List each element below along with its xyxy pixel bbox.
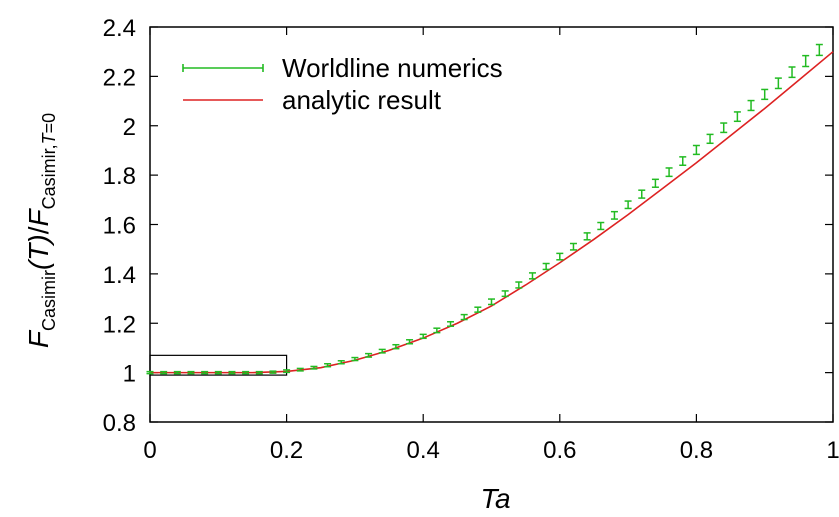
data-point: [679, 156, 687, 166]
data-point: [447, 321, 455, 327]
zoom-inset-box: [149, 354, 288, 376]
data-point: [583, 232, 591, 241]
data-point: [242, 370, 250, 375]
data-point: [692, 144, 700, 156]
data-point: [556, 252, 564, 261]
data-point: [160, 370, 168, 375]
plot-frame: [149, 26, 834, 423]
data-point: [378, 348, 386, 354]
data-point: [488, 298, 495, 306]
y-tick-label: 2: [123, 114, 136, 141]
data-point: [351, 356, 359, 362]
x-tick-label: 0.4: [407, 437, 440, 464]
data-point: [569, 242, 577, 251]
data-point: [774, 77, 782, 90]
y-tick-label: 1.2: [103, 311, 136, 338]
data-point: [419, 333, 427, 340]
data-point: [706, 133, 714, 145]
y-tick-label: 1: [123, 361, 136, 388]
data-point: [296, 367, 304, 372]
analytic-result-line: [150, 51, 834, 374]
data-point: [720, 122, 728, 134]
legend-entry-worldline: Worldline numerics: [182, 53, 503, 83]
y-label-sub2-t: T: [39, 131, 59, 144]
data-point: [815, 43, 823, 57]
data-point: [324, 362, 332, 368]
data-point: [597, 221, 605, 231]
data-point: [761, 88, 769, 101]
data-point: [474, 306, 482, 313]
data-point: [228, 370, 236, 375]
y-label-sub1: Casimir: [39, 270, 59, 331]
x-tick-label: 1: [826, 437, 839, 464]
data-point: [638, 189, 646, 199]
data-point: [501, 290, 509, 298]
x-tick-label: 0.8: [680, 437, 713, 464]
x-axis-label: Ta: [480, 483, 510, 514]
data-point: [528, 272, 536, 280]
y-tick-label: 2.4: [103, 15, 136, 42]
y-tick-labels: 0.8 1 1.2 1.4 1.6 1.8 2 2.2 2.4: [103, 15, 136, 437]
data-point: [146, 370, 154, 375]
x-tick-label: 0.2: [270, 437, 303, 464]
y-label-sub2-eq: =0: [39, 113, 59, 134]
data-point: [802, 54, 810, 68]
y-tick-label: 1.8: [103, 163, 136, 190]
data-point: [406, 339, 414, 345]
data-point: [665, 167, 673, 178]
data-point: [269, 370, 277, 374]
y-label-arg: (T): [23, 234, 54, 270]
data-point: [255, 370, 263, 375]
data-point: [433, 327, 441, 334]
legend-label-analytic: analytic result: [282, 85, 442, 115]
legend-label-worldline: Worldline numerics: [282, 53, 503, 83]
data-point: [542, 262, 550, 271]
x-tick-label: 0.6: [543, 437, 576, 464]
data-point: [173, 370, 181, 375]
data-point: [733, 111, 741, 123]
y-tick-label: 1.6: [103, 213, 136, 240]
data-point: [610, 210, 618, 220]
y-tick-label: 0.8: [103, 410, 136, 437]
data-point: [651, 178, 659, 188]
y-tick-label: 1.4: [103, 262, 136, 289]
data-point: [187, 370, 195, 375]
data-point: [788, 66, 796, 79]
data-point: [515, 281, 523, 289]
data-point: [460, 313, 468, 321]
y-axis-label: FCasimir(T)/FCasimir,T=0: [23, 113, 59, 348]
legend-entry-analytic: analytic result: [183, 85, 442, 115]
data-point: [283, 369, 291, 374]
axis-ticks: [149, 26, 834, 423]
y-label-slash: /: [23, 226, 54, 234]
y-label-f2: F: [23, 208, 54, 227]
series-worldline-numerics: [146, 43, 823, 375]
data-point: [214, 370, 222, 375]
data-point: [624, 200, 632, 210]
x-tick-labels: 0 0.2 0.4 0.6 0.8 1: [143, 437, 839, 464]
legend: Worldline numerics analytic result: [182, 53, 503, 115]
y-label-sub2: Casimir,: [39, 144, 59, 209]
data-point: [310, 365, 318, 370]
data-point: [747, 99, 755, 112]
y-label-f: F: [23, 329, 54, 348]
data-point: [365, 352, 373, 358]
x-tick-label: 0: [143, 437, 156, 464]
data-point: [201, 370, 209, 375]
data-point: [337, 360, 345, 365]
series-analytic-result: [150, 51, 834, 374]
y-tick-label: 2.2: [103, 64, 136, 91]
data-point: [392, 343, 400, 350]
